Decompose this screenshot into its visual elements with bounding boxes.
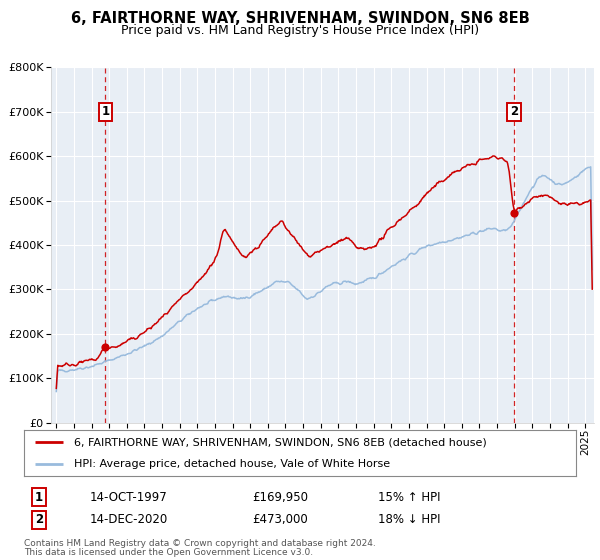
Text: 2: 2 — [35, 513, 43, 526]
Text: 6, FAIRTHORNE WAY, SHRIVENHAM, SWINDON, SN6 8EB (detached house): 6, FAIRTHORNE WAY, SHRIVENHAM, SWINDON, … — [74, 437, 487, 447]
Text: This data is licensed under the Open Government Licence v3.0.: This data is licensed under the Open Gov… — [24, 548, 313, 557]
Text: 2: 2 — [510, 105, 518, 118]
Point — [509, 208, 519, 217]
Text: Price paid vs. HM Land Registry's House Price Index (HPI): Price paid vs. HM Land Registry's House … — [121, 24, 479, 36]
Text: 14-OCT-1997: 14-OCT-1997 — [90, 491, 168, 504]
Text: Contains HM Land Registry data © Crown copyright and database right 2024.: Contains HM Land Registry data © Crown c… — [24, 539, 376, 548]
Text: 15% ↑ HPI: 15% ↑ HPI — [378, 491, 440, 504]
Text: HPI: Average price, detached house, Vale of White Horse: HPI: Average price, detached house, Vale… — [74, 459, 390, 469]
Text: 1: 1 — [101, 105, 110, 118]
Text: 1: 1 — [35, 491, 43, 504]
Text: 14-DEC-2020: 14-DEC-2020 — [90, 513, 168, 526]
Point — [101, 343, 110, 352]
Text: £169,950: £169,950 — [252, 491, 308, 504]
Text: 6, FAIRTHORNE WAY, SHRIVENHAM, SWINDON, SN6 8EB: 6, FAIRTHORNE WAY, SHRIVENHAM, SWINDON, … — [71, 11, 529, 26]
Text: 18% ↓ HPI: 18% ↓ HPI — [378, 513, 440, 526]
Text: £473,000: £473,000 — [252, 513, 308, 526]
